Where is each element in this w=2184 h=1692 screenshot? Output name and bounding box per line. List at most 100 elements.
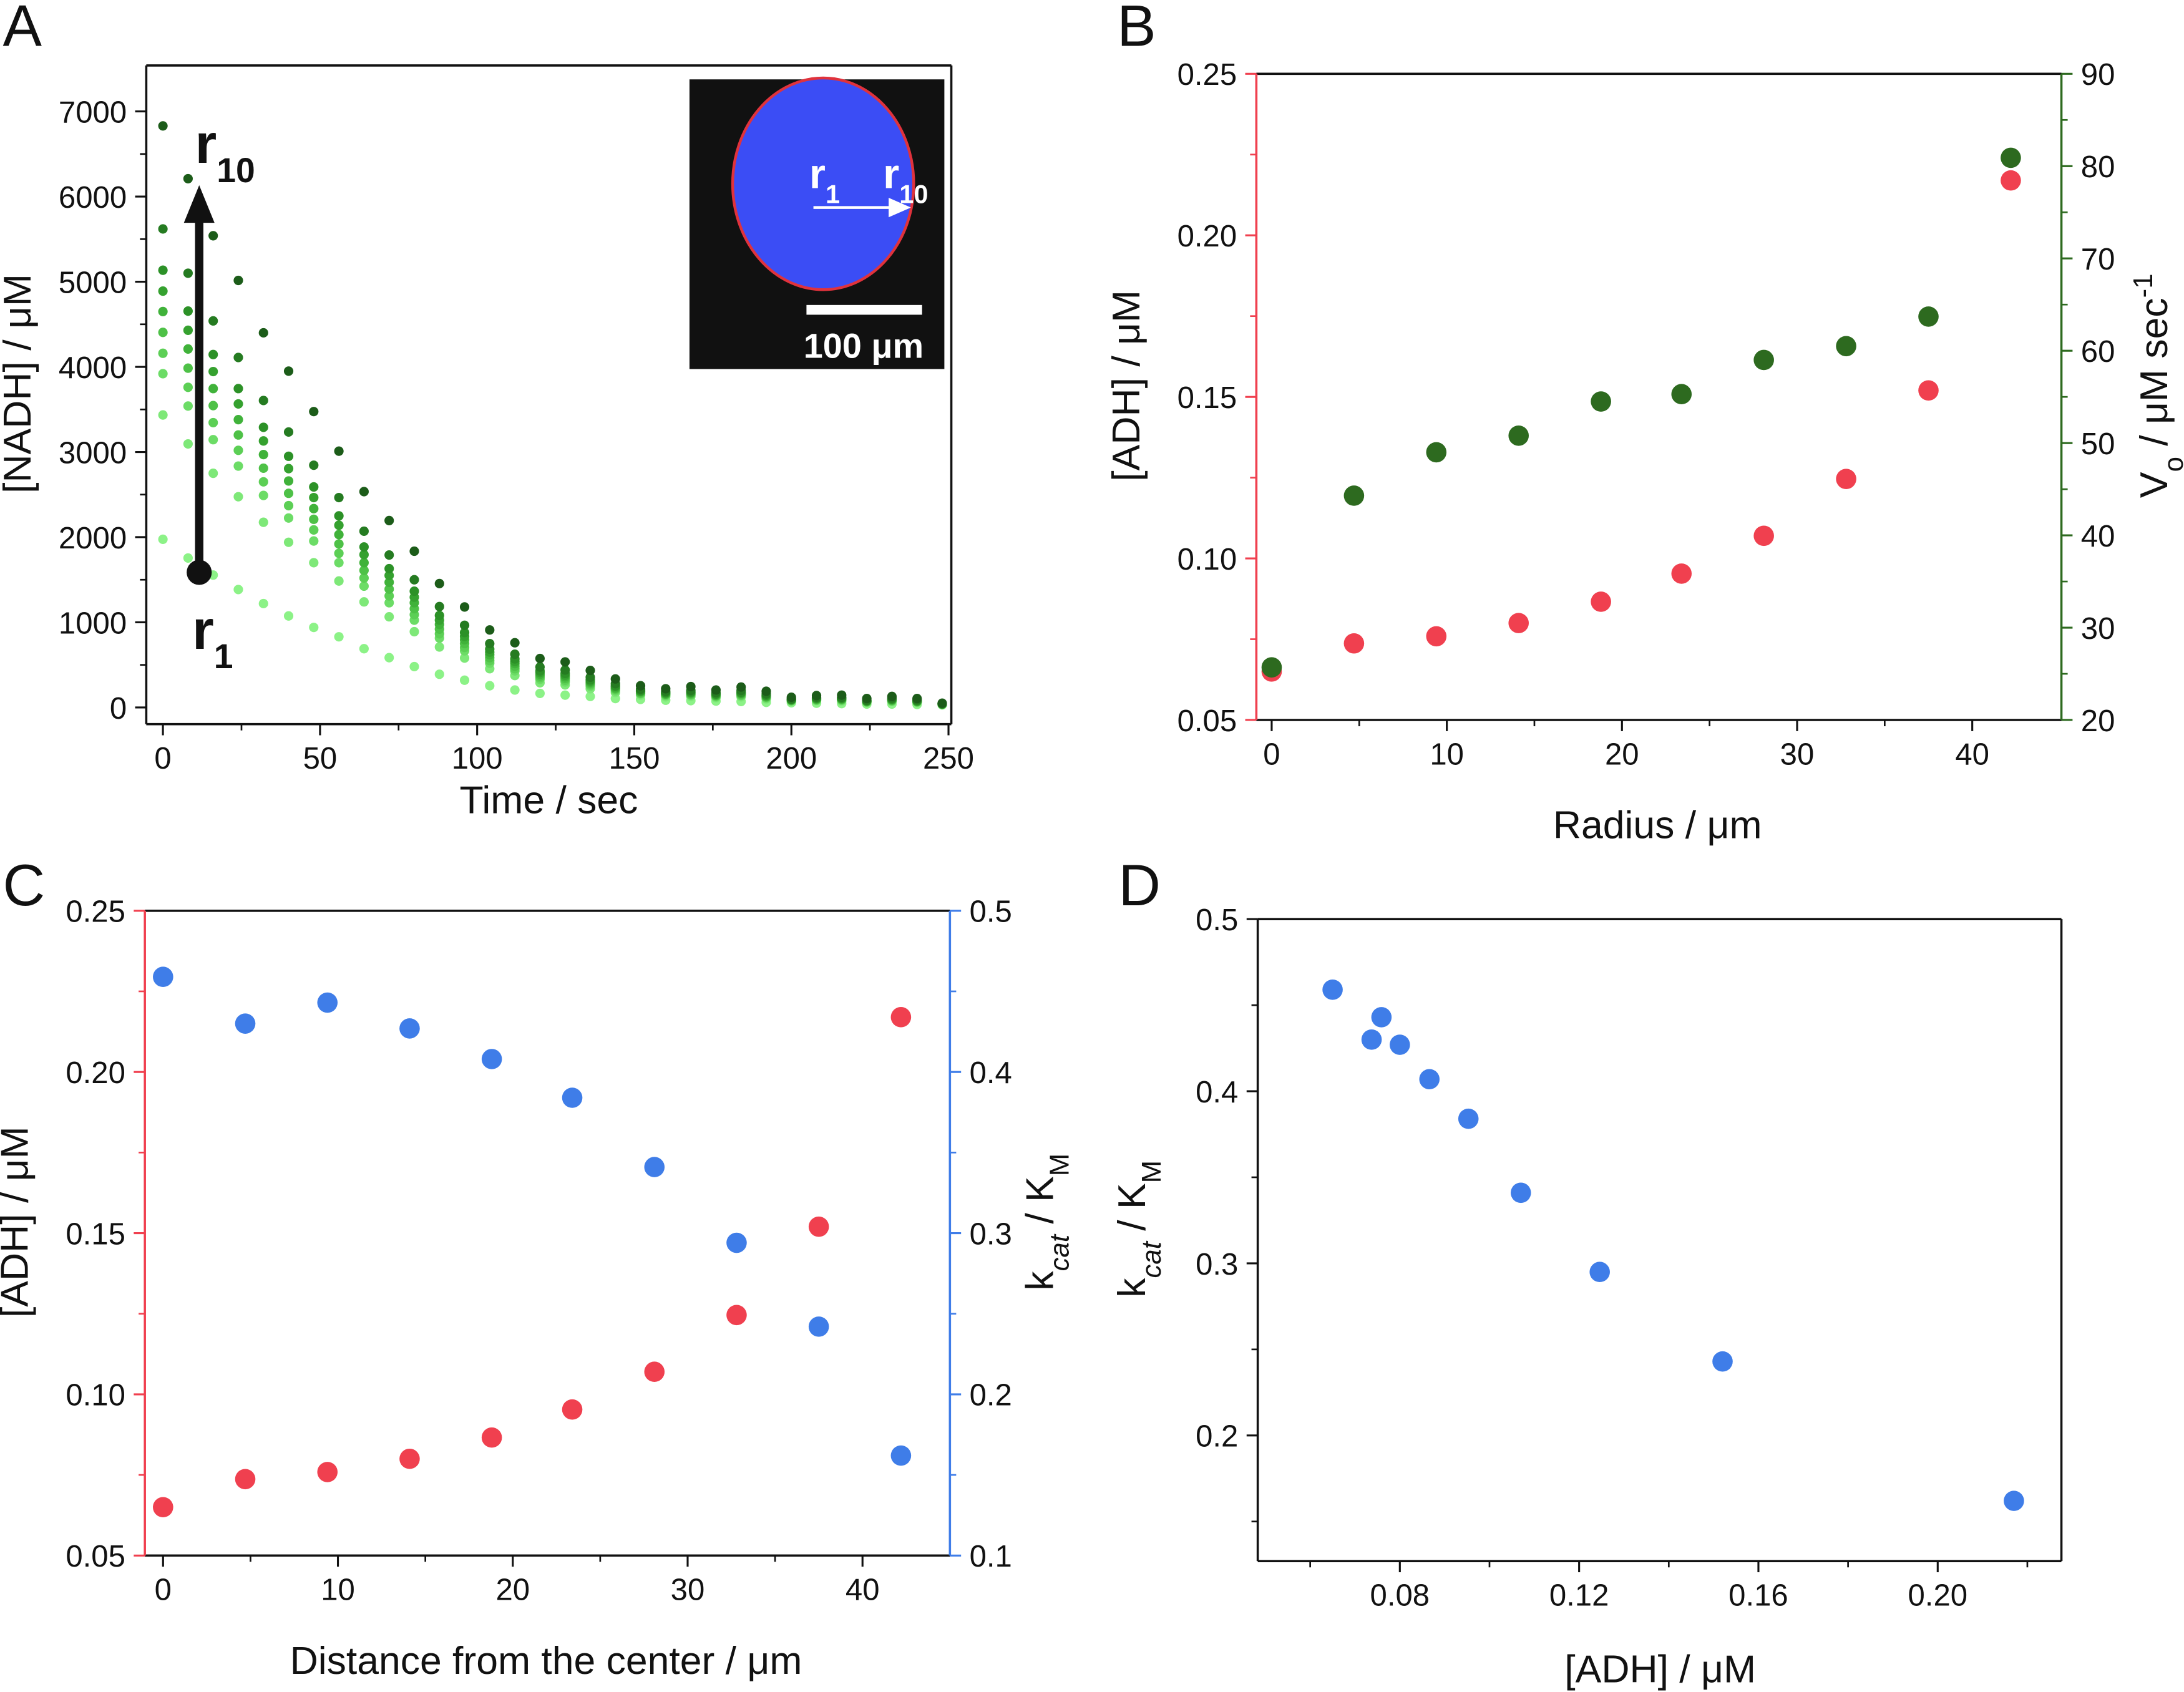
data-point: [399, 1448, 420, 1469]
data-point: [409, 586, 419, 596]
data-point: [208, 231, 218, 241]
data-point: [158, 286, 168, 296]
right-y-axis-title-part: cat: [1044, 1233, 1075, 1271]
data-point: [183, 363, 193, 373]
left-y-tick-label: 0.2: [1196, 1420, 1238, 1454]
right-y-tick-label: 80: [2081, 150, 2115, 184]
data-point: [535, 688, 545, 699]
data-point: [309, 492, 319, 503]
data-point: [283, 513, 294, 523]
left-y-axis-title-part: [NADH] / μM: [0, 274, 39, 494]
data-point: [384, 577, 394, 587]
right-y-axis-title-part: V: [2132, 472, 2176, 498]
data-point: [1361, 1029, 1382, 1050]
left-y-tick-label: 0.25: [1177, 58, 1237, 92]
x-axis-title-part: Distance from the center / μm: [290, 1639, 802, 1683]
data-point: [359, 644, 369, 654]
series-r1: [158, 534, 947, 710]
data-point: [309, 514, 319, 524]
data-point: [309, 503, 319, 513]
right-y-axis-title-part: o: [2158, 457, 2184, 472]
data-point: [1261, 657, 1282, 678]
data-point: [359, 487, 369, 497]
x-tick-label: 250: [923, 742, 974, 776]
right-y-axis-title: Vo / μM sec-1: [2128, 273, 2184, 498]
data-point: [1343, 485, 1365, 506]
data-point: [510, 685, 520, 695]
left-y-tick-label: 0.10: [1177, 543, 1237, 576]
data-point: [485, 638, 495, 649]
data-point: [158, 348, 168, 358]
data-point: [235, 1469, 256, 1490]
left-y-tick-label: 0: [110, 692, 127, 726]
data-point: [510, 649, 520, 659]
data-point: [912, 694, 922, 704]
right-y-tick-label: 30: [2081, 612, 2115, 646]
data-point: [434, 669, 444, 679]
data-point: [334, 548, 344, 558]
panel-a: A 0 50 100 150 200 250 0 1000 2000 3000 4000 5000 600…: [0, 0, 974, 822]
inset-arrow-head-icon: [889, 197, 911, 218]
x-tick-label: 100: [452, 742, 503, 776]
data-point: [434, 578, 444, 588]
data-point: [317, 1462, 338, 1482]
scale-bar-label: 100 μm: [804, 326, 924, 366]
data-point: [1508, 613, 1529, 633]
data-point: [459, 602, 470, 612]
data-point: [1753, 349, 1774, 371]
series-kcat-km: [153, 966, 912, 1466]
data-point: [158, 369, 168, 379]
data-point: [233, 430, 243, 440]
data-point: [434, 642, 444, 652]
left-y-tick-label: 4000: [59, 351, 127, 385]
x-axis-title-part: Radius / μm: [1553, 804, 1762, 847]
left-y-axis-title-part: M: [1136, 1160, 1166, 1183]
data-point: [560, 690, 570, 700]
data-point: [334, 576, 344, 586]
x-tick-label: 0.12: [1549, 1579, 1609, 1613]
data-point: [644, 1361, 665, 1383]
data-point: [1712, 1351, 1733, 1372]
left-y-axis-title-part: [ADH] / μM: [1104, 290, 1148, 482]
right-y-axis-title-part: k: [1018, 1271, 1062, 1291]
data-point: [535, 653, 545, 664]
data-point: [183, 268, 193, 278]
data-point: [158, 265, 168, 275]
left-y-tick-label: 0.20: [66, 1056, 125, 1090]
data-point: [359, 550, 369, 560]
data-point: [1918, 306, 1939, 327]
data-point: [384, 598, 394, 608]
data-point: [1419, 1069, 1440, 1090]
data-point: [1671, 384, 1692, 405]
x-axis-title: Radius / μm: [1553, 804, 1762, 847]
left-y-axis-title: [ADH] / μM: [0, 1126, 37, 1318]
data-point: [937, 698, 947, 708]
data-point: [233, 585, 243, 595]
data-point: [399, 1018, 420, 1039]
x-tick-label: 0.08: [1370, 1579, 1430, 1613]
data-point: [1371, 1007, 1392, 1028]
x-tick-label: 20: [495, 1573, 530, 1607]
data-point: [384, 584, 394, 594]
data-point: [158, 306, 168, 316]
data-point: [585, 665, 595, 676]
left-y-tick-label: 0.05: [1177, 704, 1237, 738]
data-point: [258, 396, 268, 406]
data-point: [158, 534, 168, 544]
left-y-tick-label: 2000: [59, 522, 127, 555]
data-point: [208, 384, 218, 394]
data-point: [562, 1399, 583, 1420]
panel-letter: A: [2, 0, 42, 59]
data-point: [1508, 425, 1529, 446]
data-point: [283, 366, 294, 376]
data-point: [890, 1007, 912, 1028]
data-point: [233, 275, 243, 286]
data-point: [384, 653, 394, 663]
right-y-tick-label: 0.4: [970, 1056, 1012, 1090]
data-point: [317, 992, 338, 1013]
x-axis-title: Distance from the center / μm: [290, 1639, 802, 1683]
right-y-axis-title: kcat / KM: [1018, 1154, 1075, 1291]
data-point: [283, 489, 294, 498]
data-point: [1343, 633, 1365, 654]
